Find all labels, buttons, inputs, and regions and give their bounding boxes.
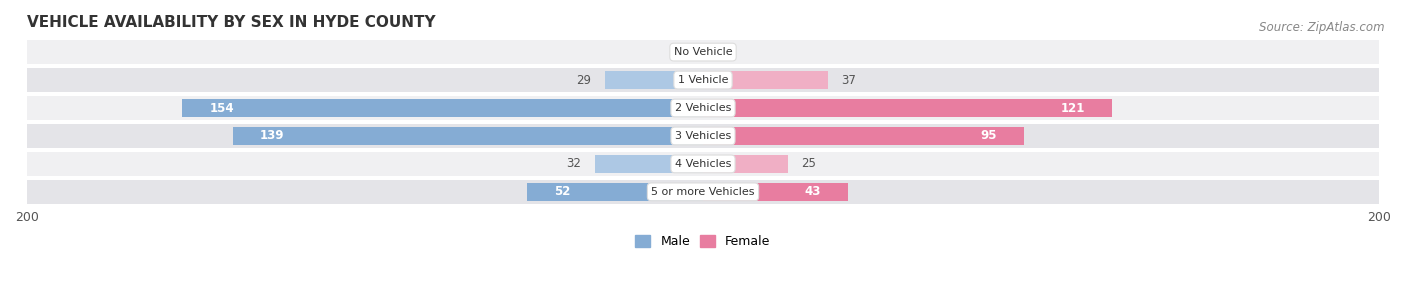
Bar [703, 71, 828, 89]
Text: 139: 139 [260, 129, 284, 142]
Bar [703, 155, 787, 173]
Text: 52: 52 [554, 185, 571, 198]
Text: 5 or more Vehicles: 5 or more Vehicles [651, 187, 755, 197]
Text: 37: 37 [842, 74, 856, 87]
Text: 32: 32 [567, 157, 581, 170]
Text: 0: 0 [713, 45, 720, 59]
Text: 121: 121 [1060, 102, 1085, 114]
Bar [27, 180, 1379, 204]
Text: 29: 29 [576, 74, 592, 87]
Text: 95: 95 [980, 129, 997, 142]
Bar [595, 155, 703, 173]
Text: 4 Vehicles: 4 Vehicles [675, 159, 731, 169]
Bar [703, 127, 1024, 145]
Text: 0: 0 [686, 45, 693, 59]
Text: 3 Vehicles: 3 Vehicles [675, 131, 731, 141]
Text: 1 Vehicle: 1 Vehicle [678, 75, 728, 85]
Bar [27, 40, 1379, 64]
Bar [233, 127, 703, 145]
Text: 25: 25 [801, 157, 815, 170]
Text: 154: 154 [209, 102, 235, 114]
Text: No Vehicle: No Vehicle [673, 47, 733, 57]
Bar [703, 99, 1112, 117]
Text: Source: ZipAtlas.com: Source: ZipAtlas.com [1260, 21, 1385, 34]
Bar [605, 71, 703, 89]
Legend: Male, Female: Male, Female [630, 230, 776, 253]
Bar [27, 96, 1379, 120]
Text: VEHICLE AVAILABILITY BY SEX IN HYDE COUNTY: VEHICLE AVAILABILITY BY SEX IN HYDE COUN… [27, 15, 436, 30]
Bar [527, 183, 703, 200]
Text: 2 Vehicles: 2 Vehicles [675, 103, 731, 113]
Bar [27, 152, 1379, 176]
Bar [27, 124, 1379, 148]
Bar [27, 68, 1379, 92]
Bar [183, 99, 703, 117]
Text: 43: 43 [806, 185, 821, 198]
Bar [703, 183, 848, 200]
